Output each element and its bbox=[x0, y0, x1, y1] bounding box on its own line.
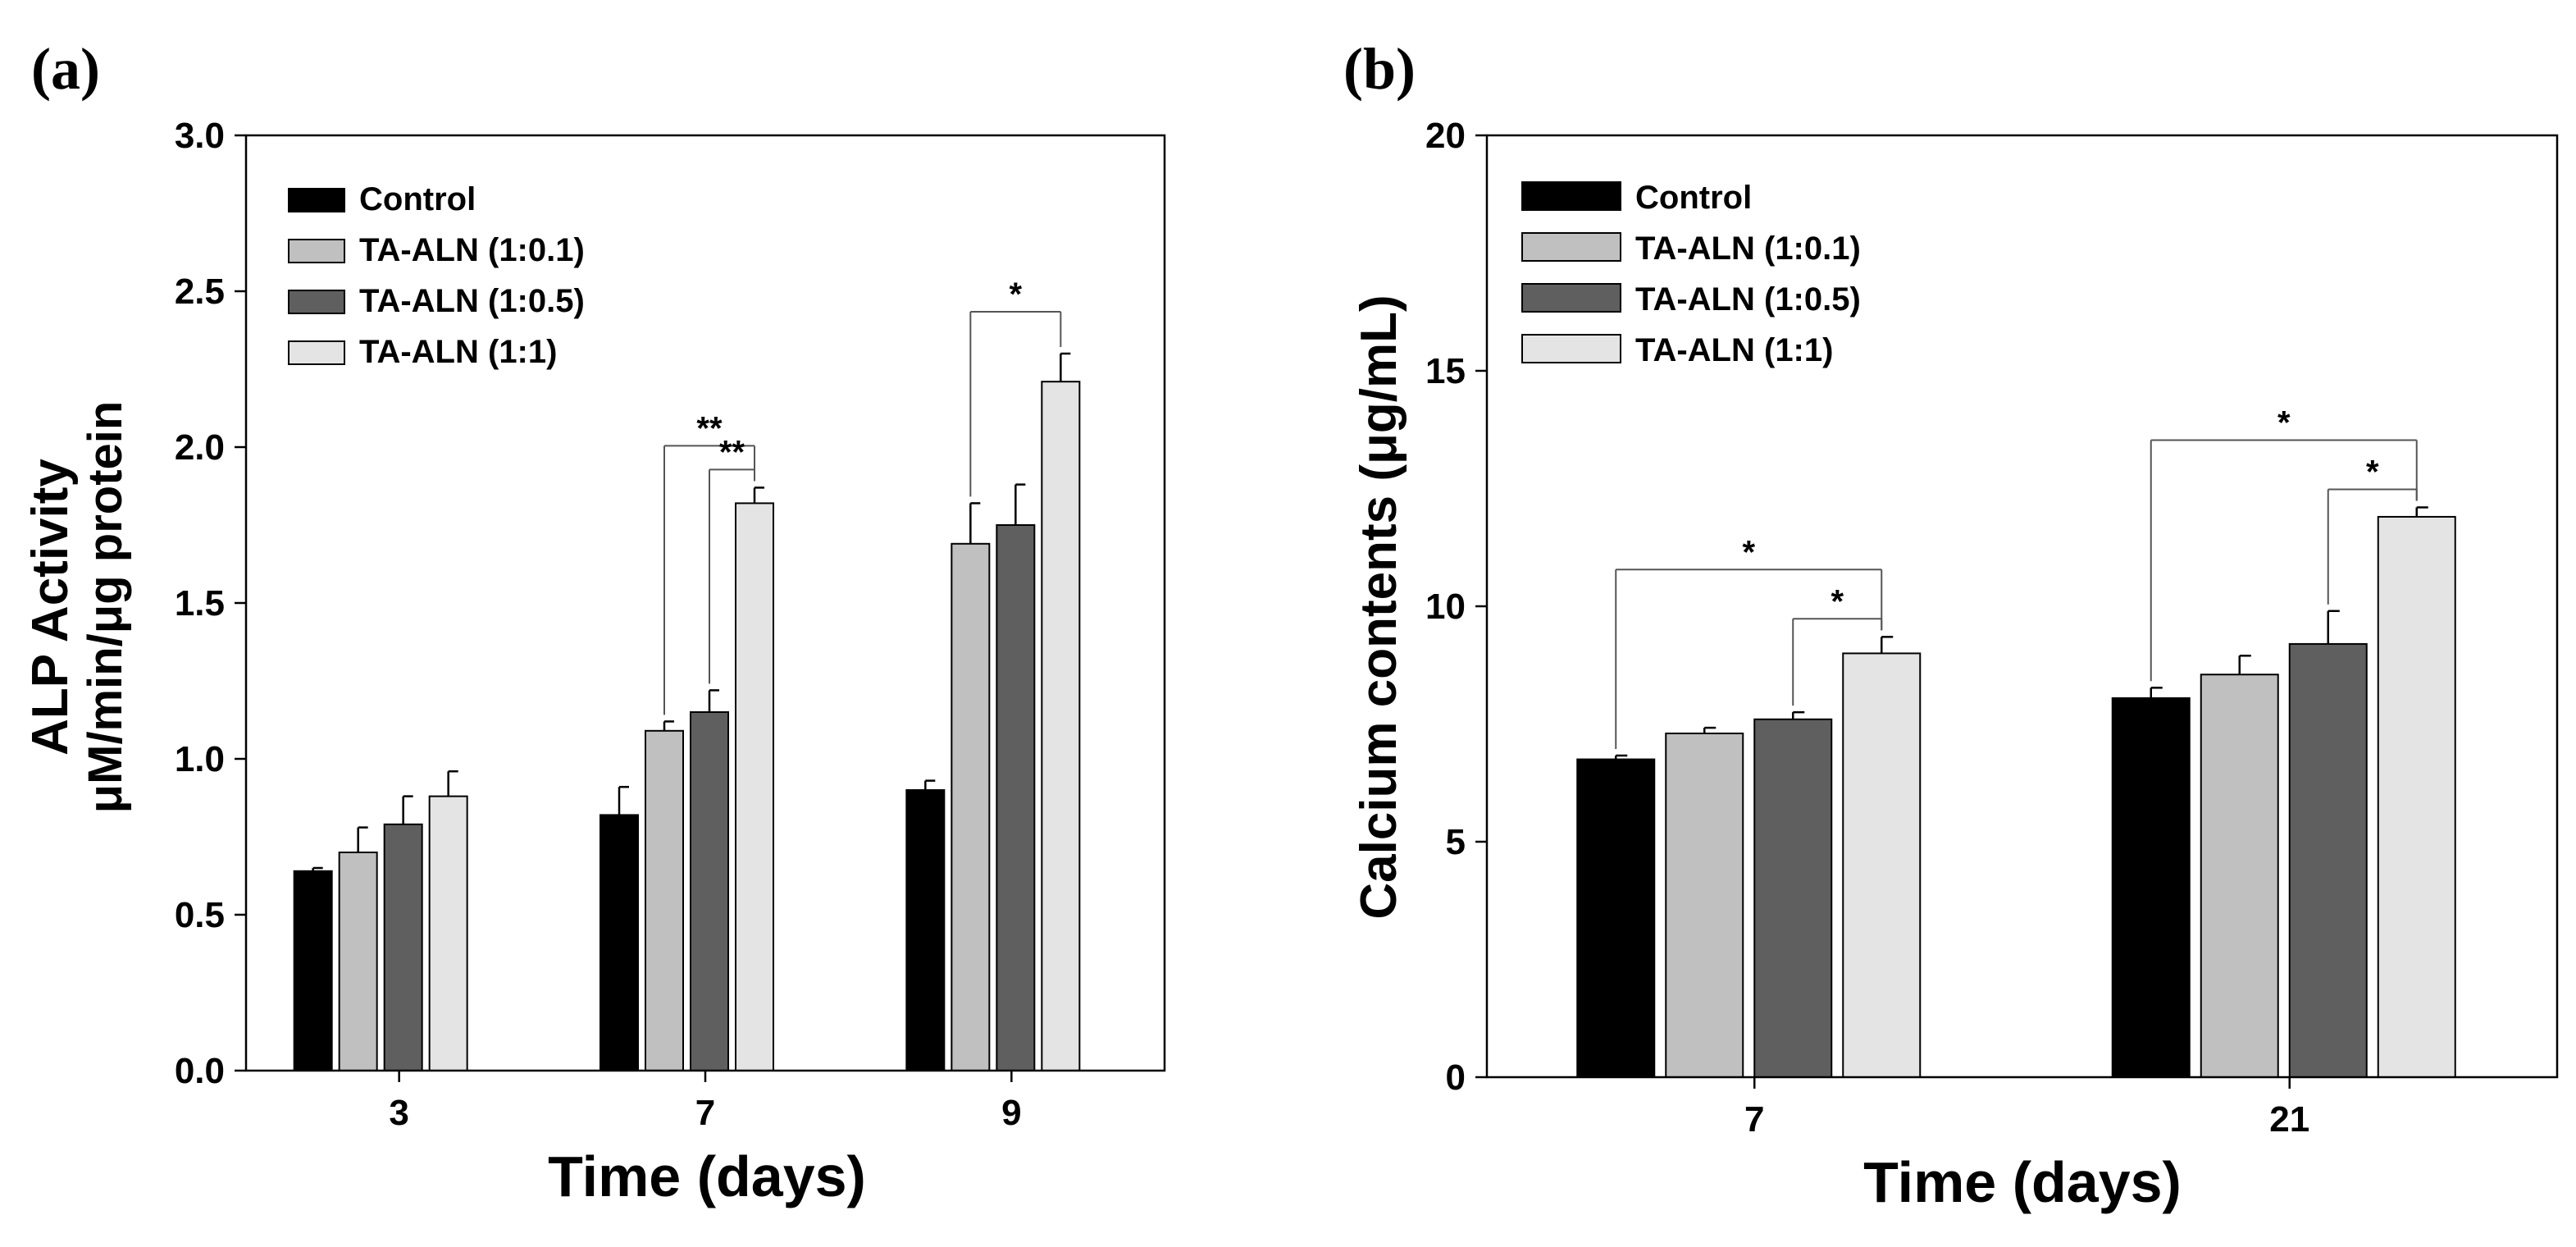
panel-b-legend-swatch bbox=[1521, 283, 1621, 313]
panel-b-y-tick-label: 5 bbox=[1446, 822, 1466, 862]
panel-a-significance-label: * bbox=[1010, 276, 1023, 313]
panel-b-legend-label: TA-ALN (1:0.1) bbox=[1635, 231, 1861, 267]
panel-a-bar bbox=[428, 795, 468, 1071]
panel-a-legend-swatch bbox=[288, 239, 345, 263]
panel-a-bar bbox=[338, 852, 378, 1071]
panel-a-bar bbox=[1041, 381, 1081, 1071]
panel-b-legend-label: TA-ALN (1:0.5) bbox=[1635, 281, 1861, 317]
panel-b-bar bbox=[1842, 652, 1922, 1078]
panel-a-x-tick-label: 9 bbox=[1001, 1093, 1021, 1133]
panel-a-y-tick-label: 2.5 bbox=[175, 272, 225, 312]
panel-a-xlabel: Time (days) bbox=[548, 1144, 866, 1208]
panel-b-bar bbox=[2377, 515, 2456, 1078]
panel-a-bar bbox=[645, 729, 684, 1071]
panel-a-bar bbox=[293, 870, 333, 1072]
panel-b-bar bbox=[1665, 732, 1744, 1078]
panel-a-y-tick-label: 1.0 bbox=[175, 739, 225, 779]
panel-b-bar bbox=[1576, 758, 1656, 1078]
panel-a-legend-label: TA-ALN (1:0.1) bbox=[359, 232, 585, 268]
panel-b-legend-swatch bbox=[1521, 334, 1621, 363]
panel-b-legend-swatch bbox=[1521, 181, 1621, 211]
panel-b-bar bbox=[2288, 642, 2368, 1078]
panel-b-significance-label: * bbox=[2366, 454, 2379, 490]
panel-a-legend-label: TA-ALN (1:0.5) bbox=[359, 283, 585, 319]
panel-a-y-tick-label: 0.0 bbox=[175, 1051, 225, 1091]
panel-a-bar bbox=[735, 502, 774, 1071]
panel-a-legend-swatch bbox=[288, 340, 345, 365]
panel-a-significance-label: ** bbox=[696, 410, 723, 446]
panel-a-legend-label: Control bbox=[359, 181, 476, 217]
panel-b-y-tick-label: 15 bbox=[1425, 351, 1466, 391]
panel-b-y-tick-label: 20 bbox=[1425, 116, 1466, 156]
panel-a-y-tick-label: 1.5 bbox=[175, 583, 225, 624]
panel-b-significance-label: * bbox=[1831, 583, 1844, 619]
panel-b-plot: * * * * 0 5 10 15 20 7 21 Control TA-ALN (1:0.1) TA-A… bbox=[1425, 116, 2559, 1140]
panel-b-label: (b) bbox=[1343, 36, 1416, 102]
panel-b-y-tick-label: 10 bbox=[1425, 587, 1466, 627]
panel-a-bar bbox=[996, 524, 1036, 1071]
panel-b-significance-label: * bbox=[1742, 534, 1755, 570]
panel-a-ylabel-line2: μM/min/μg protein bbox=[79, 401, 132, 814]
panel-a-legend-swatch bbox=[288, 188, 345, 212]
panel-a-plot: *****0.00.51.01.52.02.53.03 7 9ControlTA-A… bbox=[175, 116, 1166, 1133]
panel-a-bar bbox=[383, 823, 423, 1071]
panel-b-y-tick-label: 0 bbox=[1446, 1057, 1466, 1098]
panel-a-label: (a) bbox=[31, 36, 100, 102]
panel-b-bar bbox=[1753, 718, 1833, 1078]
panel-a-legend-swatch bbox=[288, 290, 345, 314]
panel-a-bar bbox=[690, 711, 729, 1071]
panel-a-bar bbox=[951, 542, 991, 1071]
panel-a-x-tick-label: 3 bbox=[389, 1093, 408, 1133]
panel-b-significance-label: * bbox=[2277, 404, 2291, 441]
panel-b-legend-swatch bbox=[1521, 232, 1621, 262]
panel-a-legend-label: TA-ALN (1:1) bbox=[359, 334, 557, 370]
panel-b-x-tick-label: 7 bbox=[1744, 1099, 1764, 1140]
panel-a-bar bbox=[600, 814, 639, 1072]
panel-b-ylabel: Calcium contents (μg/mL) bbox=[1351, 295, 1407, 919]
panel-a-y-tick-label: 3.0 bbox=[175, 116, 225, 156]
panel-a-ylabel-line1: ALP Activity bbox=[22, 459, 79, 756]
panel-a-significance-label: ** bbox=[719, 434, 745, 470]
panel-b-legend-label: TA-ALN (1:1) bbox=[1635, 332, 1833, 368]
panel-b-legend-label: Control bbox=[1635, 180, 1752, 216]
panel-b-bar bbox=[2111, 697, 2191, 1078]
panel-b-x-tick-label: 21 bbox=[2269, 1099, 2309, 1140]
panel-a-bar bbox=[905, 789, 946, 1071]
panel-a-x-tick-label: 7 bbox=[695, 1093, 715, 1133]
panel-a-y-tick-label: 0.5 bbox=[175, 895, 225, 935]
panel-a-y-tick-label: 2.0 bbox=[175, 427, 225, 468]
panel-b-xlabel: Time (days) bbox=[1863, 1150, 2182, 1214]
panel-b-bar bbox=[2200, 674, 2279, 1078]
